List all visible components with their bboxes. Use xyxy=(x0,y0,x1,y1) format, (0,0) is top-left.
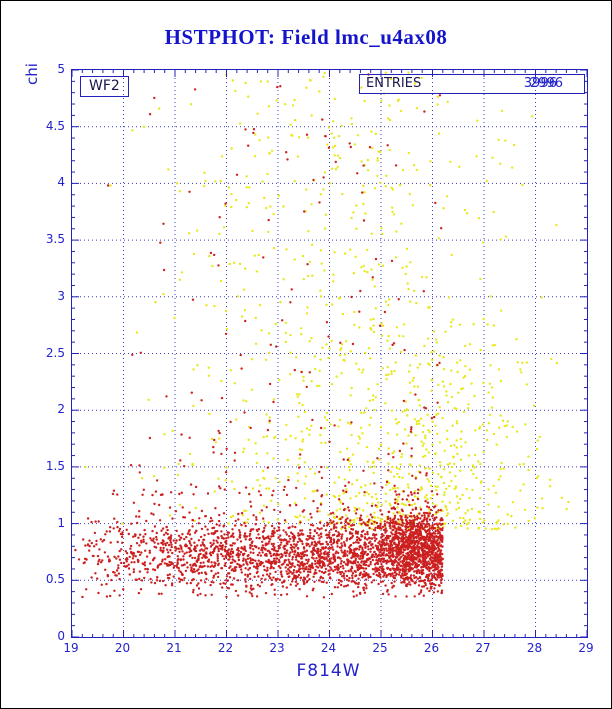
entries-value-secondary: 3996 xyxy=(523,76,557,91)
entries-value: 2996 xyxy=(529,76,563,91)
y-tick-label: 2.5 xyxy=(45,345,65,360)
scatter-canvas xyxy=(72,70,587,637)
entries-box: ENTRIES 3996 2996 xyxy=(359,74,585,94)
x-tick-label: 22 xyxy=(217,641,234,655)
y-tick-label: 4 xyxy=(57,175,65,190)
y-tick-label: 1.5 xyxy=(45,458,65,473)
y-tick-label: 0 xyxy=(57,629,65,643)
y-tick-label: 4.5 xyxy=(45,118,65,133)
x-axis-label: F814W xyxy=(296,661,361,681)
y-tick-label: 5 xyxy=(57,62,65,76)
x-tick-label: 19 xyxy=(63,641,79,655)
plot-frame: WF2 ENTRIES 3996 2996 xyxy=(71,69,588,638)
x-tick-label: 25 xyxy=(372,641,388,655)
y-tick-label: 1 xyxy=(57,515,65,530)
x-tick-label: 20 xyxy=(114,641,131,655)
x-tick-label: 28 xyxy=(526,641,543,655)
y-tick-label: 3 xyxy=(57,288,65,303)
camera-label: WF2 xyxy=(89,78,120,94)
page-title: HSTPHOT: Field lmc_u4ax08 xyxy=(164,25,448,49)
y-tick-label: 0.5 xyxy=(45,572,65,587)
x-tick-label: 27 xyxy=(475,641,491,655)
y-tick-label: 3.5 xyxy=(45,232,65,247)
entries-label: ENTRIES xyxy=(366,76,422,91)
camera-label-box: WF2 xyxy=(80,76,129,97)
x-tick-label: 24 xyxy=(320,641,337,655)
x-tick-label: 29 xyxy=(578,641,594,655)
x-tick-label: 23 xyxy=(269,641,285,655)
x-tick-label: 21 xyxy=(166,641,182,655)
y-tick-label: 2 xyxy=(57,402,65,417)
x-tick-label: 26 xyxy=(423,641,440,655)
